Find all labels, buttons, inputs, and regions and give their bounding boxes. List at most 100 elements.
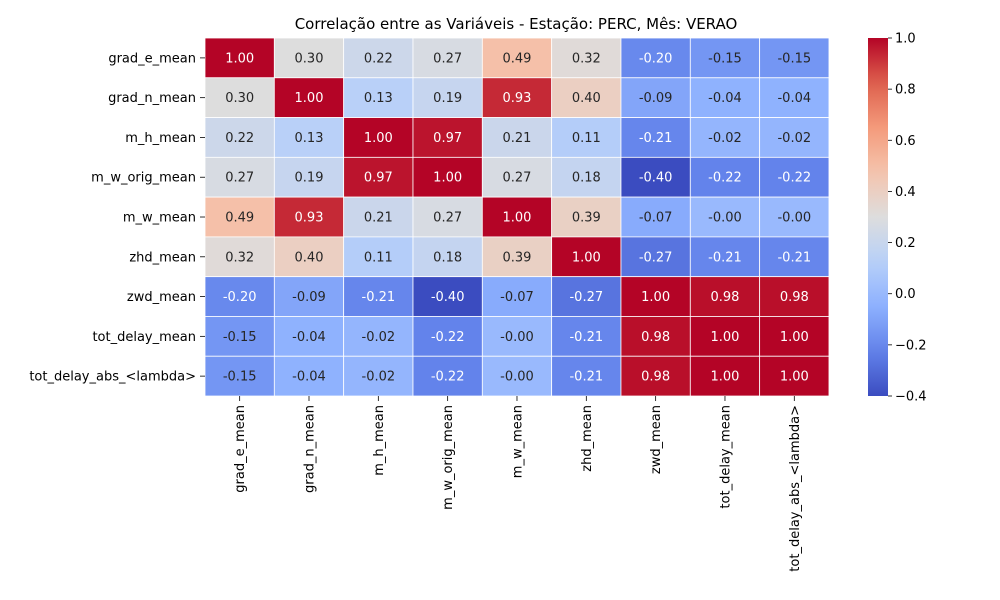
colorbar-tick-label: −0.4 <box>895 390 927 405</box>
cell-value-label: -0.04 <box>708 91 742 106</box>
heatmap-cell <box>620 77 691 118</box>
colorbar-gradient <box>868 38 888 396</box>
cell-value-label: -0.21 <box>569 370 603 385</box>
row-label: tot_delay_abs_<lambda> <box>29 370 196 385</box>
cell-value-label: 0.39 <box>572 211 601 226</box>
cell-value-label: 0.30 <box>295 51 324 66</box>
heatmap-cell <box>343 316 414 357</box>
column-label: m_h_mean <box>372 405 387 476</box>
cell-value-label: -0.04 <box>777 91 811 106</box>
cell-value-label: 0.98 <box>780 290 809 305</box>
heatmap-cell <box>273 156 345 198</box>
column-labels: grad_e_mean grad_n_mean m_h_mean m_w_orig_m… <box>233 396 803 572</box>
heatmap-cell <box>343 355 414 397</box>
cell-value-label: 0.93 <box>503 91 532 106</box>
cell-value-label: 0.27 <box>503 171 532 186</box>
cell-value-label: 1.00 <box>503 211 532 226</box>
cell-value-label: -0.07 <box>639 211 673 226</box>
cell-value-label: -0.00 <box>500 370 534 385</box>
column-label: tot_delay_abs_<lambda> <box>788 405 803 572</box>
row-label: m_w_orig_mean <box>91 171 196 186</box>
colorbar: 1.0 0.8 0.6 0.4 0.2 0.0 −0.2 −0.4 <box>868 32 927 405</box>
column-label: zhd_mean <box>580 405 595 472</box>
cell-value-label: 0.40 <box>572 91 601 106</box>
cell-value-label: 1.00 <box>780 370 809 385</box>
cell-value-label: -0.00 <box>500 330 534 345</box>
cell-value-label: 0.49 <box>503 51 532 66</box>
heatmap-cell <box>204 117 275 158</box>
heatmap-cell <box>551 37 622 79</box>
heatmap-cell <box>204 77 275 118</box>
cell-value-label: -0.40 <box>639 171 673 186</box>
cell-value-label: 1.00 <box>641 290 670 305</box>
colorbar-tick-label: 0.8 <box>895 83 916 98</box>
cell-value-label: 0.18 <box>433 250 462 265</box>
heatmap-cell <box>343 236 414 278</box>
colorbar-tick-label: 0.4 <box>895 185 916 200</box>
cell-value-label: 0.11 <box>572 131 601 146</box>
heatmap-cell <box>759 355 830 397</box>
column-label: grad_n_mean <box>302 405 317 493</box>
cell-value-label: -0.02 <box>777 131 811 146</box>
heatmap-cell <box>620 355 691 397</box>
heatmap-cell <box>412 316 483 357</box>
heatmap-cell <box>689 37 761 79</box>
cell-value-label: 0.18 <box>572 171 601 186</box>
column-label: tot_delay_mean <box>718 405 733 509</box>
heatmap-cell <box>759 77 830 118</box>
heatmap-cell <box>204 156 275 198</box>
cell-value-label: -0.27 <box>569 290 603 305</box>
cell-value-label: 0.97 <box>433 131 462 146</box>
heatmap-cell <box>204 196 275 238</box>
heatmap-cell <box>204 37 275 79</box>
column-label: zwd_mean <box>649 405 664 474</box>
cell-value-label: -0.07 <box>500 290 534 305</box>
colorbar-tick-label: 1.0 <box>895 32 916 47</box>
cell-value-label: -0.22 <box>777 171 811 186</box>
cell-value-label: 1.00 <box>780 330 809 345</box>
heatmap-cell <box>343 77 414 118</box>
colorbar-tick-label: 0.2 <box>895 236 916 251</box>
cell-value-label: -0.20 <box>223 290 257 305</box>
heatmap-cell <box>759 196 830 238</box>
heatmap-cell <box>620 276 691 317</box>
heatmap-cell <box>551 355 622 397</box>
cell-value-label: 0.13 <box>364 91 393 106</box>
heatmap-cell <box>689 236 761 278</box>
heatmap-cell <box>551 196 622 238</box>
heatmap-cell <box>412 117 483 158</box>
cell-value-label: 0.22 <box>364 51 393 66</box>
cell-value-label: -0.21 <box>708 250 742 265</box>
row-label: grad_e_mean <box>108 51 196 66</box>
cell-value-label: 0.40 <box>295 250 324 265</box>
heatmap-cell <box>204 355 275 397</box>
cell-value-label: 0.32 <box>225 250 254 265</box>
cell-value-label: 0.13 <box>295 131 324 146</box>
heatmap-cell <box>273 196 345 238</box>
heatmap-cell <box>412 156 483 198</box>
heatmap-cell <box>412 196 483 238</box>
cell-value-label: 1.00 <box>433 171 462 186</box>
cell-value-label: -0.09 <box>292 290 326 305</box>
column-label: grad_e_mean <box>233 405 248 493</box>
heatmap-cell <box>551 316 622 357</box>
heatmap-cell <box>273 236 345 278</box>
row-label: zwd_mean <box>127 290 196 305</box>
cell-value-label: -0.15 <box>223 370 257 385</box>
cell-value-label: -0.09 <box>639 91 673 106</box>
cell-value-label: 0.22 <box>225 131 254 146</box>
cell-value-label: -0.21 <box>639 131 673 146</box>
cell-value-label: 1.00 <box>572 250 601 265</box>
cell-value-label: 0.27 <box>225 171 254 186</box>
cell-value-label: 0.21 <box>364 211 393 226</box>
cell-value-label: -0.21 <box>569 330 603 345</box>
cell-value-label: -0.21 <box>777 250 811 265</box>
row-label: zhd_mean <box>129 250 196 265</box>
heatmap-cell <box>204 236 275 278</box>
cell-value-label: -0.22 <box>708 171 742 186</box>
cell-value-label: 1.00 <box>710 330 739 345</box>
colorbar-tick-label: 0.6 <box>895 134 916 149</box>
cell-value-label: -0.04 <box>292 370 326 385</box>
heatmap-cell <box>204 276 275 317</box>
